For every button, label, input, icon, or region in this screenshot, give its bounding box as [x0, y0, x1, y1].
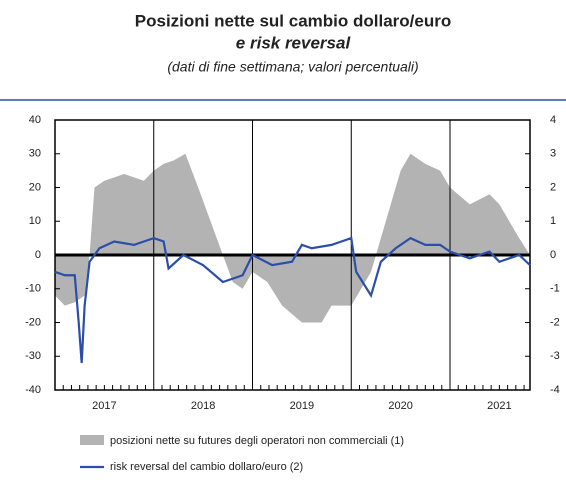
y-tick-label: 20	[29, 181, 41, 193]
legend-label: risk reversal del cambio dollaro/euro (2…	[110, 461, 303, 473]
y2-tick-label: -1	[550, 283, 560, 295]
y2-tick-label: -4	[550, 384, 560, 396]
chart-title: e risk reversal	[236, 33, 352, 52]
x-tick-label: 2018	[191, 400, 215, 412]
y-tick-label: -20	[25, 316, 41, 328]
y2-tick-label: 2	[550, 181, 556, 193]
y2-tick-label: -2	[550, 316, 560, 328]
y2-tick-label: 4	[550, 114, 556, 126]
y-tick-label: 30	[29, 148, 41, 160]
x-tick-label: 2020	[388, 400, 412, 412]
legend-swatch	[80, 435, 104, 445]
y-tick-label: 10	[29, 215, 41, 227]
y-tick-label: -40	[25, 384, 41, 396]
y-tick-label: -10	[25, 283, 41, 295]
y2-tick-label: 0	[550, 249, 556, 261]
y-tick-label: 40	[29, 114, 41, 126]
area	[55, 153, 530, 323]
x-tick-label: 2017	[92, 400, 116, 412]
y2-tick-label: 1	[550, 215, 556, 227]
x-tick-label: 2019	[290, 400, 314, 412]
y2-tick-label: -3	[550, 350, 560, 362]
y2-tick-label: 3	[550, 148, 556, 160]
chart-subtitle: (dati di fine settimana; valori percentu…	[167, 59, 418, 75]
legend-label: posizioni nette su futures degli operato…	[110, 435, 404, 447]
x-tick-label: 2021	[487, 400, 511, 412]
line	[54, 236, 531, 364]
chart-title: Posizioni nette sul cambio dollaro/euro	[135, 11, 451, 30]
plot-frame	[54, 119, 531, 391]
y-tick-label: 0	[35, 249, 41, 261]
y-tick-label: -30	[25, 350, 41, 362]
